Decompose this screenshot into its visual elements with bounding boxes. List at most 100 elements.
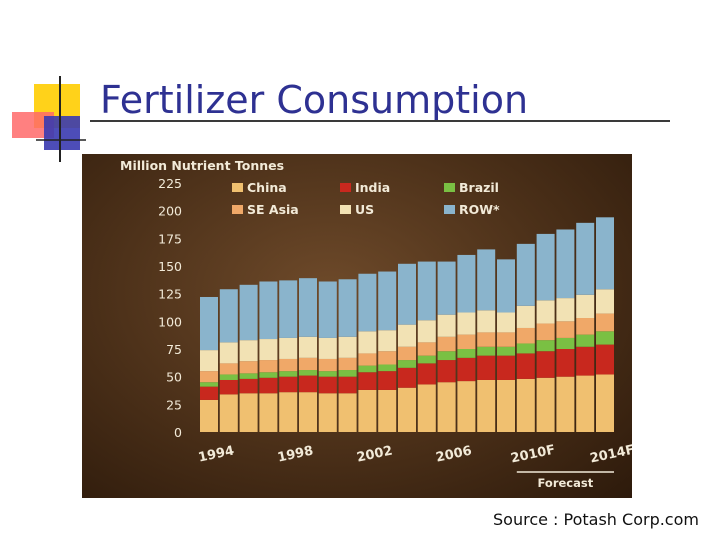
bar-segment-china: [299, 392, 317, 432]
bar-segment-brazil: [497, 346, 515, 356]
bar-segment-india: [556, 349, 575, 377]
bar-segment-row: [576, 222, 595, 295]
bar-segment-us: [516, 305, 535, 328]
bar-segment-china: [259, 393, 278, 432]
y-tick-label: 225: [158, 176, 182, 191]
bar-segment-india: [596, 344, 614, 375]
bar-segment-us: [417, 320, 436, 343]
bar-segment-us: [536, 300, 555, 324]
y-tick-label: 0: [174, 425, 182, 440]
bar-segment-se-asia: [259, 360, 278, 373]
y-tick-label: 200: [158, 204, 182, 219]
bar-segment-us: [358, 331, 377, 354]
bar-segment-china: [516, 378, 535, 432]
bar-segment-se-asia: [239, 361, 258, 374]
bar-segment-india: [358, 372, 377, 390]
bar-segment-china: [398, 387, 416, 432]
bar-segment-se-asia: [556, 321, 575, 338]
bar-segment-us: [596, 289, 614, 314]
bar-segment-brazil: [556, 337, 575, 349]
bar-segment-us: [239, 340, 258, 362]
bar-segment-brazil: [239, 373, 258, 379]
bar-segment-brazil: [219, 374, 238, 380]
bar-segment-row: [556, 229, 575, 299]
bar-segment-india: [516, 353, 535, 379]
bar-segment-india: [239, 378, 258, 394]
bar-segment-india: [477, 355, 496, 380]
bar-segment-us: [556, 298, 575, 322]
bar-segment-se-asia: [299, 357, 317, 371]
bar-segment-row: [398, 263, 416, 325]
bar-segment-us: [437, 314, 456, 337]
bar-segment-row: [358, 273, 377, 332]
bar-segment-india: [497, 355, 515, 380]
bar-segment-se-asia: [219, 363, 238, 375]
bar-segment-row: [477, 249, 496, 311]
bar-segment-us: [497, 312, 515, 333]
bar-segment-us: [338, 336, 357, 358]
x-tick-label: 2002: [355, 443, 394, 465]
bar-segment-row: [457, 254, 476, 313]
bar-segment-us: [477, 310, 496, 333]
bar-segment-us: [299, 336, 317, 358]
source-citation: Source : Potash Corp.com: [493, 510, 699, 529]
legend-label-china: China: [247, 180, 287, 195]
bar-segment-us: [318, 337, 337, 359]
y-tick-label: 25: [166, 397, 182, 412]
bar-segment-india: [318, 376, 337, 394]
bar-segment-brazil: [398, 360, 416, 368]
bar-segment-china: [417, 384, 436, 432]
bar-segment-se-asia: [398, 346, 416, 361]
bar-segment-brazil: [318, 371, 337, 377]
bar-segment-se-asia: [200, 371, 218, 383]
bar-segment-row: [596, 217, 614, 290]
bar-segment-brazil: [378, 364, 397, 372]
x-tick-label: 2010F: [509, 443, 556, 467]
bar-segment-se-asia: [378, 351, 397, 365]
bar-segment-india: [259, 377, 278, 394]
bar-segment-brazil: [417, 355, 436, 364]
bar-segment-china: [378, 389, 397, 432]
bar-segment-india: [536, 351, 555, 378]
bar-segment-row: [338, 279, 357, 337]
bar-segment-brazil: [299, 370, 317, 376]
title-divider: [90, 120, 670, 122]
bar-segment-brazil: [457, 349, 476, 358]
bar-segment-china: [477, 379, 496, 432]
bar-segment-brazil: [259, 372, 278, 378]
bar-segment-se-asia: [536, 323, 555, 341]
bar-segment-se-asia: [576, 318, 595, 335]
bar-segment-row: [378, 271, 397, 331]
bar-segment-china: [279, 392, 298, 432]
legend-label-brazil: Brazil: [459, 180, 499, 195]
legend-label-us: US: [355, 202, 374, 217]
bar-segment-row: [299, 278, 317, 337]
bar-segment-se-asia: [417, 342, 436, 356]
bar-segment-india: [219, 379, 238, 395]
bar-segment-china: [437, 382, 456, 432]
bar-segment-brazil: [516, 343, 535, 354]
x-tick-label: 2014F: [589, 443, 632, 467]
bar-segment-us: [457, 312, 476, 335]
bar-segment-row: [239, 284, 258, 341]
bar-segment-india: [378, 371, 397, 390]
bar-segment-us: [259, 339, 278, 361]
bar-segment-se-asia: [477, 332, 496, 347]
bar-segment-row: [279, 280, 298, 338]
bar-segment-india: [200, 386, 218, 400]
x-tick-label: 2006: [435, 443, 474, 465]
bar-segment-china: [457, 381, 476, 432]
bar-segment-brazil: [536, 340, 555, 352]
bar-segment-india: [338, 376, 357, 394]
forecast-annotation: Forecast: [538, 476, 594, 490]
bar-segment-brazil: [338, 370, 357, 377]
bar-segment-brazil: [576, 334, 595, 347]
x-tick-label: 1994: [197, 443, 236, 465]
bar-segment-china: [219, 394, 238, 432]
bar-segment-brazil: [596, 331, 614, 345]
bar-segment-row: [200, 296, 218, 351]
bar-segment-us: [279, 337, 298, 359]
y-tick-label: 125: [158, 287, 182, 302]
bar-segment-se-asia: [596, 313, 614, 332]
bar-segment-row: [417, 261, 436, 321]
